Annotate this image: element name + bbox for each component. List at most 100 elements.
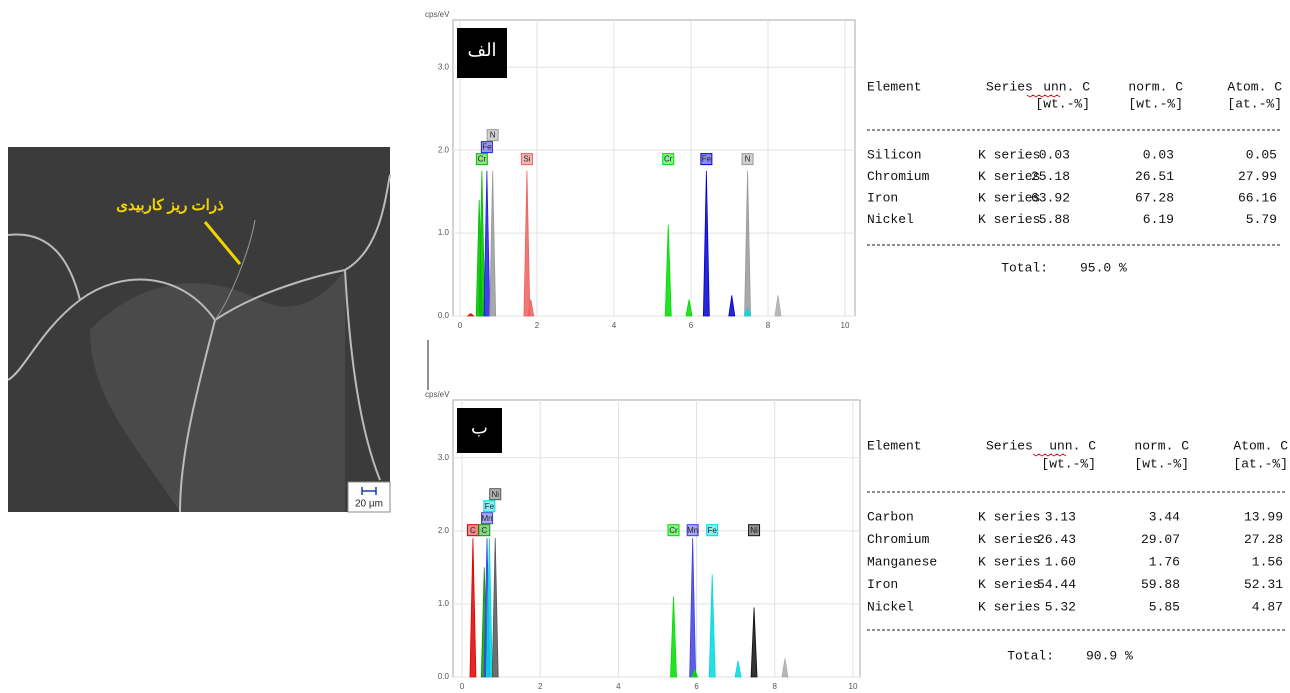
table-cell: Nickel	[867, 599, 914, 614]
peak	[750, 607, 758, 678]
peak-label: C	[470, 526, 476, 535]
table-cell: K series	[978, 577, 1040, 592]
table-cell: 4.87	[1252, 599, 1283, 614]
table-cell: K series	[978, 169, 1040, 184]
x-tick-label: 4	[612, 321, 617, 330]
peak-label: Fe	[485, 502, 495, 511]
table-cell: 63.92	[1031, 190, 1070, 205]
table-header: norm. C	[1134, 438, 1189, 453]
y-tick-label: 1.0	[438, 228, 450, 237]
scale-box	[347, 481, 391, 513]
x-tick-label: 10	[849, 682, 858, 691]
table-cell: K series	[978, 190, 1040, 205]
table-cell: Nickel	[867, 212, 914, 227]
peak-label: C	[481, 526, 487, 535]
table-cell: 52.31	[1244, 577, 1283, 592]
peak-label-box	[686, 524, 699, 537]
table-cell: K series	[978, 599, 1040, 614]
peak-label-box	[741, 153, 754, 166]
peak-label: Fe	[702, 155, 712, 164]
peak-label: Cr	[478, 155, 487, 164]
table-cell: Chromium	[867, 169, 930, 184]
spell-underline	[1026, 94, 1061, 98]
x-tick-label: 0	[460, 682, 465, 691]
table-cell: Iron	[867, 577, 898, 592]
table-header: Series	[986, 438, 1033, 453]
spell-underline	[1032, 453, 1067, 457]
table-cell: 5.85	[1149, 599, 1180, 614]
table-cell: Iron	[867, 190, 898, 205]
x-tick-label: 0	[458, 321, 463, 330]
table-cell: 5.88	[1039, 212, 1070, 227]
peak-label-box	[480, 141, 493, 154]
table-unit: [wt.-%]	[1128, 96, 1183, 111]
peak	[478, 170, 486, 317]
spectrum-chart: 0 2 4 6 8 10 0.0 1.0 2.0 3.0 cps/eV Cr Fe N Si Cr Fe N الف	[425, 10, 856, 330]
table-cell: 0.03	[1039, 147, 1070, 162]
peak	[491, 538, 499, 678]
total-value: 90.9 %	[1086, 648, 1133, 663]
peak-label-box	[486, 129, 499, 142]
peak	[702, 170, 710, 317]
peak-label-box	[667, 524, 680, 537]
table-cell: K series	[978, 554, 1040, 569]
peak-label: Cr	[664, 155, 673, 164]
eds-table: Element Series unn. C norm. C Atom. C [wt.-%]…	[867, 79, 1282, 275]
table-cell: Carbon	[867, 509, 914, 524]
x-tick-label: 10	[841, 321, 850, 330]
peak	[728, 295, 736, 317]
peak-label-box	[489, 488, 502, 501]
peak-label: Ni	[491, 490, 499, 499]
total-label: Total:	[1007, 648, 1054, 663]
table-header: Element	[867, 438, 922, 453]
table-cell: 54.44	[1037, 577, 1076, 592]
table-cell: 25.18	[1031, 169, 1070, 184]
table-cell: 1.56	[1252, 554, 1283, 569]
peak-label: Mn	[687, 526, 698, 535]
x-tick-label: 8	[773, 682, 778, 691]
peak	[469, 538, 477, 678]
peak-label-box	[706, 524, 719, 537]
peak-label-box	[483, 500, 496, 513]
peak-label-box	[748, 524, 761, 537]
grain-region	[90, 270, 345, 512]
peak	[734, 660, 742, 678]
spectrum-chart: 0 2 4 6 8 10 0.0 1.0 2.0 3.0 cps/eV C C Mn Fe Ni Cr Mn Fe N…	[425, 390, 861, 691]
x-tick-label: 2	[538, 682, 543, 691]
peak	[489, 170, 497, 317]
table-unit: [at.-%]	[1227, 96, 1282, 111]
spectra: 0 2 4 6 8 10 0.0 1.0 2.0 3.0 cps/eV Cr Fe N Si Cr Fe N الف…	[425, 10, 861, 691]
table-cell: 59.88	[1141, 577, 1180, 592]
pointer	[203, 221, 242, 265]
x-tick-label: 8	[766, 321, 771, 330]
peak-label-box	[478, 524, 491, 537]
table-cell: K series	[978, 212, 1040, 227]
grain-boundary	[7, 174, 391, 513]
grain-boundary	[214, 219, 256, 321]
tables: Element Series unn. C norm. C Atom. C [wt.-%]…	[867, 79, 1288, 663]
table-header: Atom. C	[1227, 79, 1282, 94]
peak	[483, 170, 491, 317]
table-cell: 27.28	[1244, 532, 1283, 547]
total-label: Total:	[1001, 260, 1048, 275]
table-cell: K series	[978, 147, 1040, 162]
peak	[485, 538, 493, 678]
peak-label: Ni	[750, 526, 758, 535]
scale-label: 20 µm	[355, 499, 383, 510]
table-cell: 13.99	[1244, 509, 1283, 524]
table-header: Atom. C	[1233, 438, 1288, 453]
table-header: unn. C	[1049, 438, 1096, 453]
table-cell: 66.16	[1238, 190, 1277, 205]
peak	[691, 668, 699, 678]
x-tick-label: 4	[616, 682, 621, 691]
table-cell: 26.43	[1037, 532, 1076, 547]
micrograph: ذرات ریز کاربیدی 20 µm	[7, 147, 391, 513]
eds-table: Element Series unn. C norm. C Atom. C [wt.-%]…	[867, 438, 1288, 663]
peak-label: Si	[523, 155, 530, 164]
table-cell: 0.05	[1246, 147, 1277, 162]
peak	[743, 306, 752, 317]
table-cell: 67.28	[1135, 190, 1174, 205]
panel-label: ب	[471, 417, 488, 437]
peak-label-box	[700, 153, 713, 166]
